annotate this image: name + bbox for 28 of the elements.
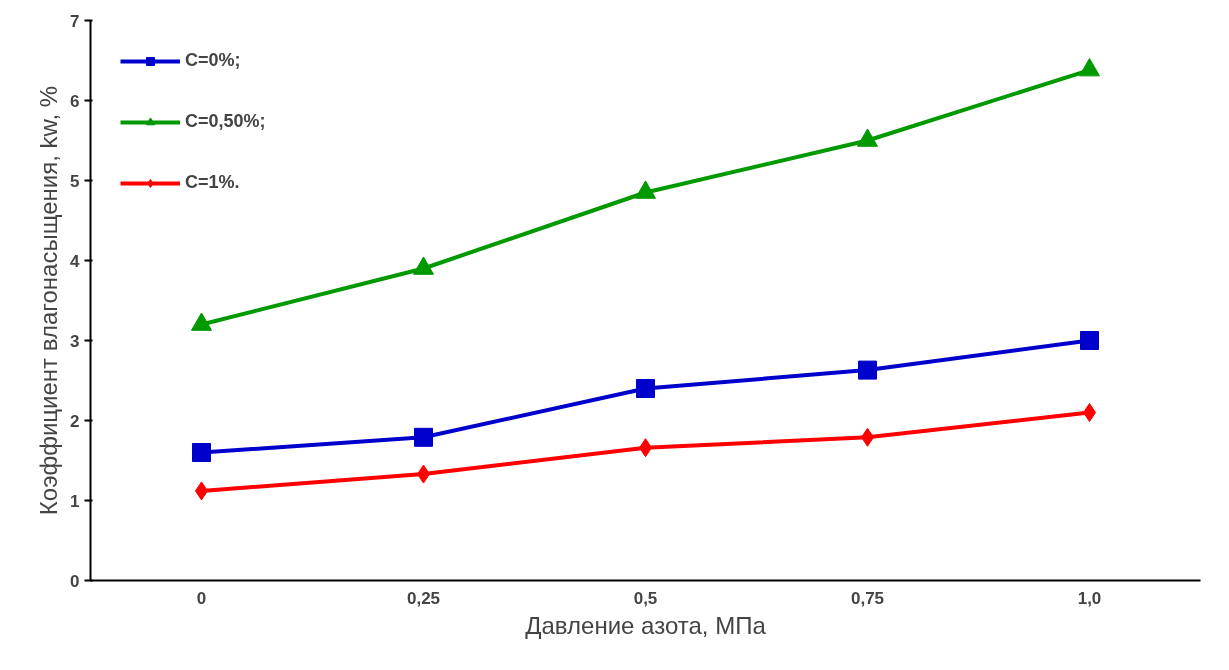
- point: [413, 256, 434, 275]
- y-tick-label: 3: [70, 331, 80, 351]
- legend-label: C=0%;: [185, 50, 241, 71]
- point: [858, 360, 877, 380]
- y-tick-label: 4: [70, 251, 81, 271]
- point: [191, 312, 212, 331]
- point: [635, 180, 656, 199]
- point: [1079, 58, 1100, 77]
- x-axis-title: Давление азота, МПа: [525, 611, 767, 639]
- legend-label: C=1%.: [185, 172, 240, 193]
- y-tick-label: 5: [70, 171, 80, 191]
- y-tick-label: 6: [70, 91, 80, 111]
- x-tick-label: 0: [196, 588, 207, 608]
- x-tick-label: 0,25: [406, 588, 441, 608]
- y-tick-label: 0: [70, 571, 80, 591]
- x-tick-label: 0,5: [633, 588, 658, 608]
- legend-label: C=0,50%;: [185, 111, 266, 132]
- y-tick-label: 7: [70, 11, 80, 31]
- x-tick-label: 0,75: [850, 588, 885, 608]
- point: [1080, 331, 1099, 350]
- y-axis-title: Коэффициент влагонасыщения, kw, %: [35, 85, 63, 516]
- point: [414, 427, 433, 447]
- y-tick-label: 2: [70, 411, 80, 431]
- y-tick-label: 1: [70, 491, 80, 511]
- point: [857, 128, 878, 147]
- point: [636, 379, 655, 398]
- x-tick-label: 1,0: [1077, 588, 1102, 608]
- point: [192, 443, 211, 462]
